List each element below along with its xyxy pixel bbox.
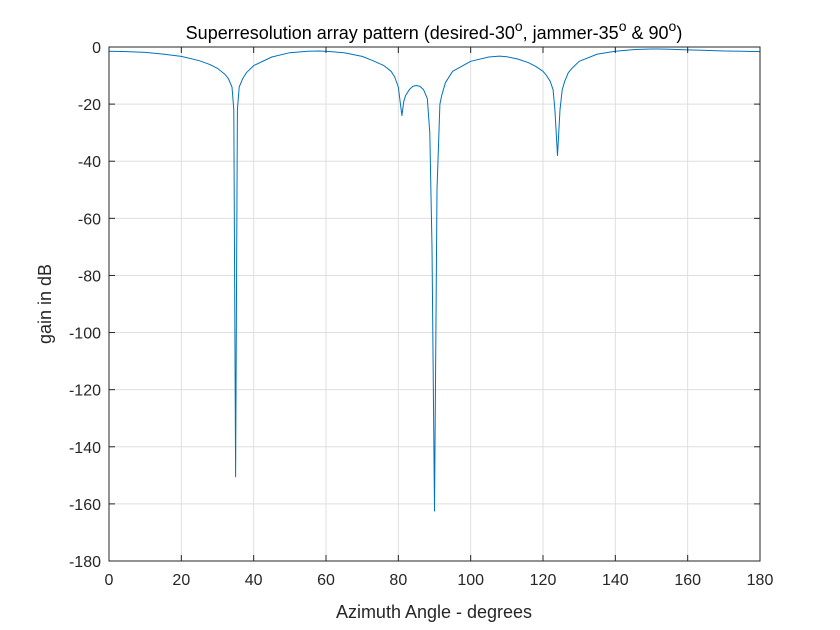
x-tick-label: 100 [457,572,484,589]
y-tick-label: 0 [92,40,101,57]
y-tick-label: -180 [69,554,101,571]
y-tick-label: -60 [78,211,101,228]
x-tick-label: 160 [674,572,701,589]
x-tick-label: 40 [245,572,263,589]
y-tick-label: -160 [69,497,101,514]
y-tick-label: -80 [78,268,101,285]
chart-title: Superresolution array pattern (desired-3… [186,18,683,43]
x-tick-label: 0 [105,572,114,589]
tick-labels: 0 20 40 60 80 100 120 140 160 180 0 -20 -40 -60 -80 -10… [69,40,773,589]
y-axis-title: gain in dB [35,264,55,344]
axis-ticks [108,46,761,562]
x-tick-label: 180 [747,572,774,589]
x-tick-label: 80 [389,572,407,589]
data-layer [108,48,761,512]
y-tick-label: -20 [78,97,101,114]
y-tick-label: -40 [78,154,101,171]
x-tick-label: 140 [602,572,629,589]
y-tick-label: -140 [69,440,101,457]
x-tick-label: 60 [317,572,335,589]
y-tick-label: -100 [69,326,101,343]
y-tick-label: -120 [69,383,101,400]
x-axis-title: Azimuth Angle - degrees [336,602,532,622]
plot-frame [108,46,761,562]
series-line-0 [108,48,761,512]
x-tick-label: 20 [172,572,190,589]
x-tick-label: 120 [530,572,557,589]
